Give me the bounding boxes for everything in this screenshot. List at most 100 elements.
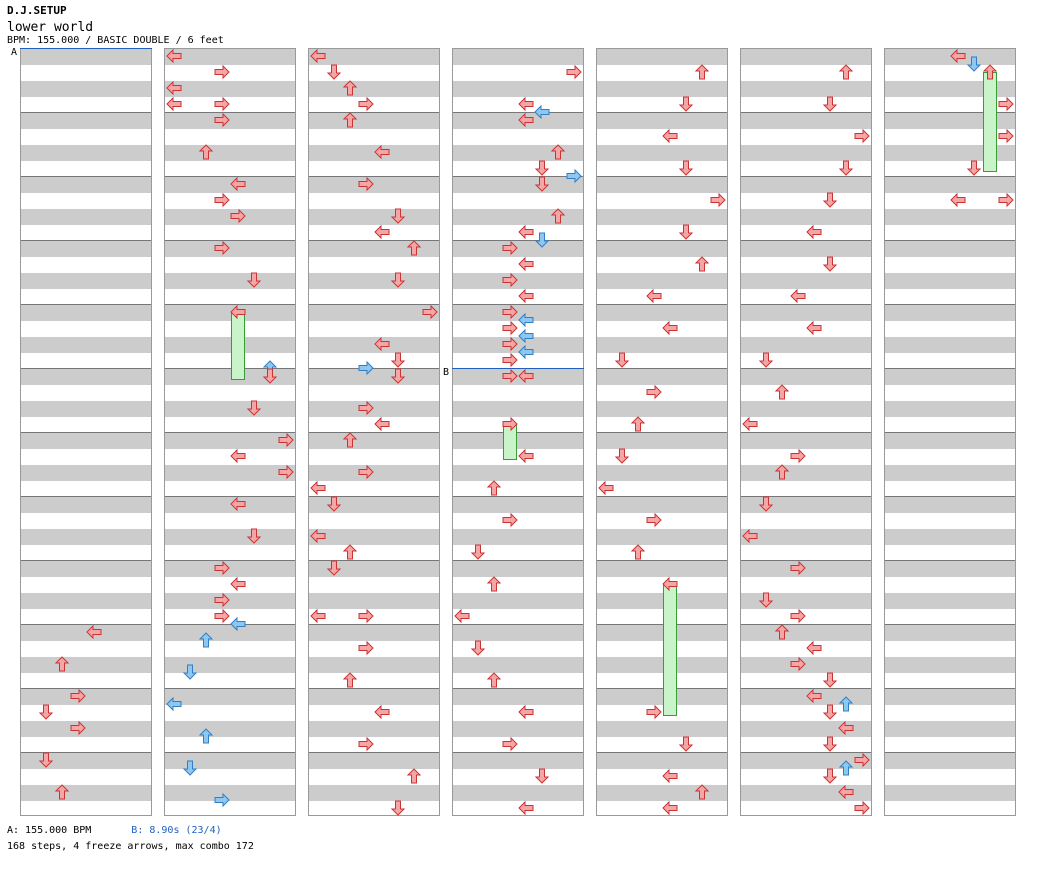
arrow-right-icon [214, 64, 230, 80]
arrow-left-icon [518, 96, 534, 112]
measure-line [21, 624, 151, 625]
arrow-down-icon [838, 160, 854, 176]
arrow-down-icon [326, 560, 342, 576]
arrow-up-icon [486, 480, 502, 496]
measure-line [453, 688, 583, 689]
stop-arrow-left-icon [518, 312, 534, 328]
arrow-left-icon [230, 496, 246, 512]
arrow-up-icon [694, 256, 710, 272]
measure-line [741, 176, 871, 177]
arrow-right-icon [358, 464, 374, 480]
measure-line [885, 752, 1015, 753]
freeze-arrow [231, 312, 245, 380]
measure-line [309, 432, 439, 433]
arrow-left-icon [310, 528, 326, 544]
arrow-up-icon [550, 144, 566, 160]
arrow-down-icon [966, 160, 982, 176]
measure-line [165, 560, 295, 561]
arrow-down-icon [38, 752, 54, 768]
arrow-right-icon [70, 720, 86, 736]
arrow-down-icon [614, 448, 630, 464]
arrow-up-icon [630, 416, 646, 432]
measure-line [597, 112, 727, 113]
arrow-up-icon [486, 576, 502, 592]
measure-line [885, 496, 1015, 497]
arrow-right-icon [710, 192, 726, 208]
arrow-left-icon [806, 224, 822, 240]
measure-line [597, 496, 727, 497]
measure-line [21, 112, 151, 113]
arrow-up-icon [198, 144, 214, 160]
arrow-left-icon [742, 528, 758, 544]
arrow-down-icon [262, 368, 278, 384]
arrow-down-icon [822, 736, 838, 752]
arrow-right-icon [422, 304, 438, 320]
measure-line [165, 752, 295, 753]
stop-arrow-up-icon [838, 696, 854, 712]
measure-line [453, 624, 583, 625]
arrow-right-icon [502, 352, 518, 368]
measure-line [885, 240, 1015, 241]
tempo-change-line [452, 368, 584, 369]
measure-line [741, 368, 871, 369]
chart-info: BPM: 155.000 / BASIC DOUBLE / 6 feet [7, 35, 224, 46]
chart-column [164, 48, 296, 816]
chart-column [596, 48, 728, 816]
arrow-left-icon [518, 800, 534, 816]
arrow-left-icon [806, 320, 822, 336]
arrow-right-icon [358, 176, 374, 192]
arrow-right-icon [502, 304, 518, 320]
arrow-right-icon [214, 112, 230, 128]
arrow-right-icon [502, 320, 518, 336]
arrow-down-icon [758, 592, 774, 608]
stop-arrow-down-icon [182, 760, 198, 776]
measure-line [165, 304, 295, 305]
arrow-right-icon [646, 384, 662, 400]
measure-line [21, 176, 151, 177]
arrow-down-icon [390, 208, 406, 224]
arrow-right-icon [214, 608, 230, 624]
arrow-right-icon [278, 432, 294, 448]
arrow-right-icon [502, 336, 518, 352]
arrow-right-icon [790, 608, 806, 624]
arrow-right-icon [214, 560, 230, 576]
arrow-down-icon [822, 704, 838, 720]
arrow-down-icon [678, 96, 694, 112]
measure-line [21, 368, 151, 369]
measure-line [741, 496, 871, 497]
stop-arrow-right-icon [566, 168, 582, 184]
arrow-left-icon [518, 288, 534, 304]
measure-line [165, 368, 295, 369]
measure-line [885, 432, 1015, 433]
arrow-left-icon [454, 608, 470, 624]
arrow-up-icon [550, 208, 566, 224]
arrow-left-icon [310, 480, 326, 496]
measure-line [21, 688, 151, 689]
arrow-right-icon [70, 688, 86, 704]
arrow-right-icon [358, 640, 374, 656]
arrow-right-icon [790, 656, 806, 672]
arrow-up-icon [342, 80, 358, 96]
arrow-right-icon [278, 464, 294, 480]
arrow-left-icon [662, 768, 678, 784]
measure-line [21, 432, 151, 433]
arrow-left-icon [518, 368, 534, 384]
arrow-right-icon [502, 736, 518, 752]
arrow-right-icon [358, 736, 374, 752]
arrow-down-icon [470, 544, 486, 560]
measure-line [597, 432, 727, 433]
arrow-left-icon [950, 192, 966, 208]
arrow-left-icon [166, 96, 182, 112]
measure-line [165, 432, 295, 433]
measure-line [741, 240, 871, 241]
arrow-left-icon [310, 48, 326, 64]
measure-line [741, 752, 871, 753]
measure-line [21, 304, 151, 305]
site-title: D.J.SETUP [7, 4, 67, 17]
arrow-left-icon [806, 640, 822, 656]
measure-line [309, 688, 439, 689]
arrow-left-icon [518, 704, 534, 720]
chart-column [740, 48, 872, 816]
arrow-left-icon [374, 224, 390, 240]
arrow-up-icon [486, 672, 502, 688]
